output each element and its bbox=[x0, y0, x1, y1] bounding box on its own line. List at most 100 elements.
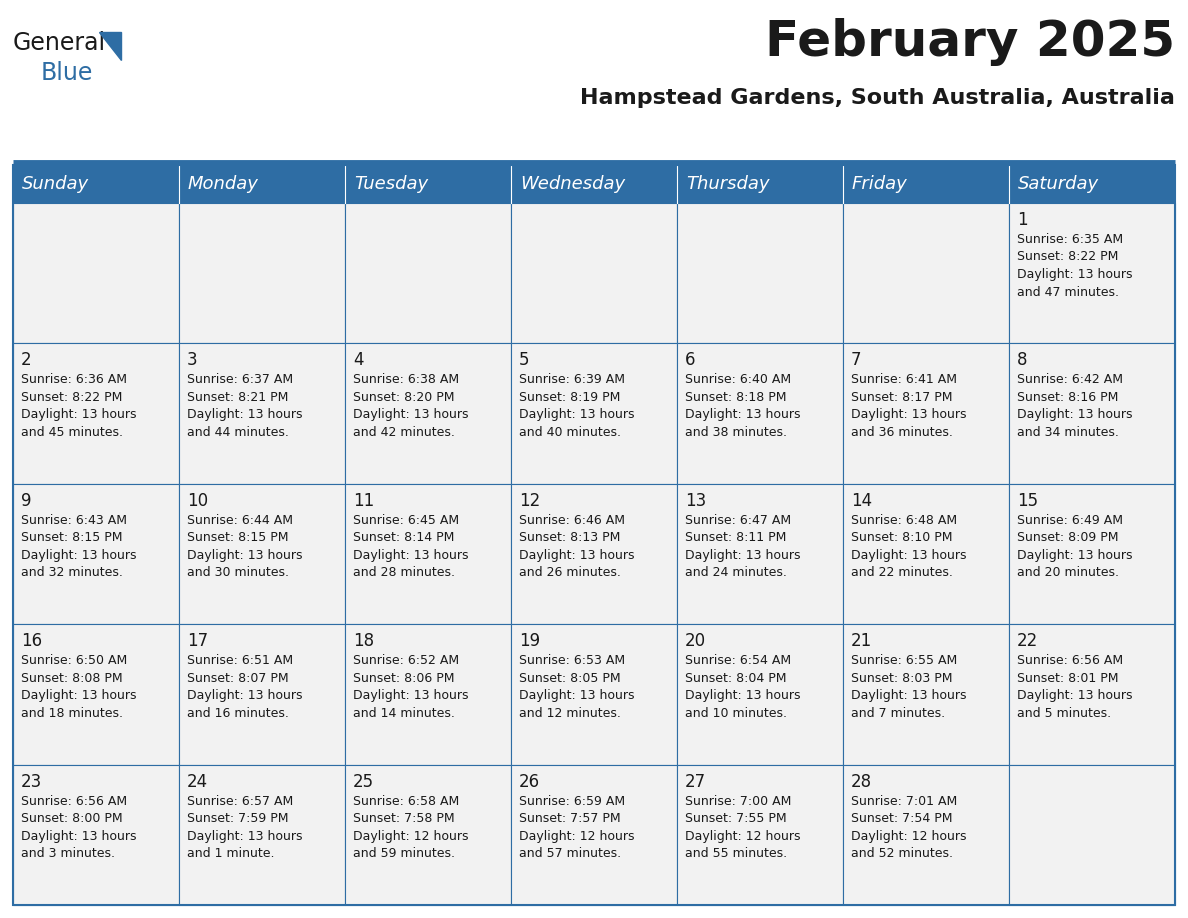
Text: Sunrise: 6:37 AM
Sunset: 8:21 PM
Daylight: 13 hours
and 44 minutes.: Sunrise: 6:37 AM Sunset: 8:21 PM Dayligh… bbox=[187, 374, 303, 439]
Text: Sunrise: 6:52 AM
Sunset: 8:06 PM
Daylight: 13 hours
and 14 minutes.: Sunrise: 6:52 AM Sunset: 8:06 PM Dayligh… bbox=[353, 655, 468, 720]
Bar bbox=[345, 343, 511, 484]
Text: Tuesday: Tuesday bbox=[354, 175, 428, 193]
Bar bbox=[345, 203, 511, 343]
Bar bbox=[345, 624, 511, 765]
Text: Sunrise: 6:50 AM
Sunset: 8:08 PM
Daylight: 13 hours
and 18 minutes.: Sunrise: 6:50 AM Sunset: 8:08 PM Dayligh… bbox=[21, 655, 137, 720]
Bar bbox=[843, 484, 1009, 624]
Bar bbox=[13, 165, 1175, 905]
Text: Sunrise: 6:43 AM
Sunset: 8:15 PM
Daylight: 13 hours
and 32 minutes.: Sunrise: 6:43 AM Sunset: 8:15 PM Dayligh… bbox=[21, 514, 137, 579]
Text: Wednesday: Wednesday bbox=[520, 175, 625, 193]
Text: Sunrise: 6:56 AM
Sunset: 8:01 PM
Daylight: 13 hours
and 5 minutes.: Sunrise: 6:56 AM Sunset: 8:01 PM Dayligh… bbox=[1017, 655, 1132, 720]
Bar bbox=[1009, 484, 1175, 624]
Text: Sunrise: 7:00 AM
Sunset: 7:55 PM
Daylight: 12 hours
and 55 minutes.: Sunrise: 7:00 AM Sunset: 7:55 PM Dayligh… bbox=[685, 795, 801, 860]
Bar bbox=[677, 624, 843, 765]
Text: 27: 27 bbox=[685, 773, 706, 790]
Text: 4: 4 bbox=[353, 352, 364, 369]
Text: 14: 14 bbox=[851, 492, 872, 509]
Bar bbox=[1009, 165, 1175, 203]
Text: Sunrise: 6:35 AM
Sunset: 8:22 PM
Daylight: 13 hours
and 47 minutes.: Sunrise: 6:35 AM Sunset: 8:22 PM Dayligh… bbox=[1017, 233, 1132, 298]
Text: Sunrise: 6:46 AM
Sunset: 8:13 PM
Daylight: 13 hours
and 26 minutes.: Sunrise: 6:46 AM Sunset: 8:13 PM Dayligh… bbox=[519, 514, 634, 579]
Text: 26: 26 bbox=[519, 773, 541, 790]
Text: February 2025: February 2025 bbox=[765, 18, 1175, 66]
Bar bbox=[511, 165, 677, 203]
Text: 17: 17 bbox=[187, 633, 208, 650]
Text: Sunrise: 6:40 AM
Sunset: 8:18 PM
Daylight: 13 hours
and 38 minutes.: Sunrise: 6:40 AM Sunset: 8:18 PM Dayligh… bbox=[685, 374, 801, 439]
Bar bbox=[677, 765, 843, 905]
Text: 12: 12 bbox=[519, 492, 541, 509]
Text: Sunrise: 6:39 AM
Sunset: 8:19 PM
Daylight: 13 hours
and 40 minutes.: Sunrise: 6:39 AM Sunset: 8:19 PM Dayligh… bbox=[519, 374, 634, 439]
Text: 7: 7 bbox=[851, 352, 861, 369]
Bar bbox=[1009, 343, 1175, 484]
Text: Sunrise: 6:44 AM
Sunset: 8:15 PM
Daylight: 13 hours
and 30 minutes.: Sunrise: 6:44 AM Sunset: 8:15 PM Dayligh… bbox=[187, 514, 303, 579]
Text: Sunrise: 6:42 AM
Sunset: 8:16 PM
Daylight: 13 hours
and 34 minutes.: Sunrise: 6:42 AM Sunset: 8:16 PM Dayligh… bbox=[1017, 374, 1132, 439]
Text: 18: 18 bbox=[353, 633, 374, 650]
Text: 23: 23 bbox=[21, 773, 43, 790]
Text: Sunrise: 6:38 AM
Sunset: 8:20 PM
Daylight: 13 hours
and 42 minutes.: Sunrise: 6:38 AM Sunset: 8:20 PM Dayligh… bbox=[353, 374, 468, 439]
Text: 19: 19 bbox=[519, 633, 541, 650]
Bar bbox=[179, 624, 345, 765]
Bar bbox=[13, 165, 179, 203]
Bar bbox=[345, 484, 511, 624]
Text: 24: 24 bbox=[187, 773, 208, 790]
Bar bbox=[345, 765, 511, 905]
Text: Sunrise: 6:57 AM
Sunset: 7:59 PM
Daylight: 13 hours
and 1 minute.: Sunrise: 6:57 AM Sunset: 7:59 PM Dayligh… bbox=[187, 795, 303, 860]
Text: Hampstead Gardens, South Australia, Australia: Hampstead Gardens, South Australia, Aust… bbox=[580, 88, 1175, 108]
Text: 13: 13 bbox=[685, 492, 706, 509]
Bar bbox=[511, 203, 677, 343]
Text: 15: 15 bbox=[1017, 492, 1038, 509]
Bar bbox=[677, 484, 843, 624]
Text: 6: 6 bbox=[685, 352, 695, 369]
Bar bbox=[843, 203, 1009, 343]
Text: Sunrise: 6:59 AM
Sunset: 7:57 PM
Daylight: 12 hours
and 57 minutes.: Sunrise: 6:59 AM Sunset: 7:57 PM Dayligh… bbox=[519, 795, 634, 860]
Text: Sunday: Sunday bbox=[23, 175, 89, 193]
Bar bbox=[179, 203, 345, 343]
Bar bbox=[1009, 203, 1175, 343]
Text: 8: 8 bbox=[1017, 352, 1028, 369]
Bar bbox=[677, 165, 843, 203]
Bar bbox=[1009, 765, 1175, 905]
Bar bbox=[511, 765, 677, 905]
Text: Sunrise: 6:51 AM
Sunset: 8:07 PM
Daylight: 13 hours
and 16 minutes.: Sunrise: 6:51 AM Sunset: 8:07 PM Dayligh… bbox=[187, 655, 303, 720]
Bar bbox=[13, 624, 179, 765]
Bar bbox=[843, 624, 1009, 765]
Text: 9: 9 bbox=[21, 492, 32, 509]
Text: 10: 10 bbox=[187, 492, 208, 509]
Text: Sunrise: 6:47 AM
Sunset: 8:11 PM
Daylight: 13 hours
and 24 minutes.: Sunrise: 6:47 AM Sunset: 8:11 PM Dayligh… bbox=[685, 514, 801, 579]
Text: Sunrise: 6:58 AM
Sunset: 7:58 PM
Daylight: 12 hours
and 59 minutes.: Sunrise: 6:58 AM Sunset: 7:58 PM Dayligh… bbox=[353, 795, 468, 860]
Text: 21: 21 bbox=[851, 633, 872, 650]
Bar bbox=[179, 343, 345, 484]
Text: Blue: Blue bbox=[42, 61, 94, 85]
Bar bbox=[511, 343, 677, 484]
Text: Sunrise: 7:01 AM
Sunset: 7:54 PM
Daylight: 12 hours
and 52 minutes.: Sunrise: 7:01 AM Sunset: 7:54 PM Dayligh… bbox=[851, 795, 967, 860]
Bar bbox=[179, 484, 345, 624]
Text: 1: 1 bbox=[1017, 211, 1028, 229]
Bar bbox=[345, 165, 511, 203]
Bar bbox=[13, 765, 179, 905]
Text: 3: 3 bbox=[187, 352, 197, 369]
Text: Sunrise: 6:48 AM
Sunset: 8:10 PM
Daylight: 13 hours
and 22 minutes.: Sunrise: 6:48 AM Sunset: 8:10 PM Dayligh… bbox=[851, 514, 967, 579]
Bar bbox=[677, 203, 843, 343]
Bar bbox=[13, 343, 179, 484]
Bar bbox=[843, 765, 1009, 905]
Text: Sunrise: 6:56 AM
Sunset: 8:00 PM
Daylight: 13 hours
and 3 minutes.: Sunrise: 6:56 AM Sunset: 8:00 PM Dayligh… bbox=[21, 795, 137, 860]
Text: Sunrise: 6:41 AM
Sunset: 8:17 PM
Daylight: 13 hours
and 36 minutes.: Sunrise: 6:41 AM Sunset: 8:17 PM Dayligh… bbox=[851, 374, 967, 439]
Text: Saturday: Saturday bbox=[1018, 175, 1099, 193]
Bar bbox=[13, 484, 179, 624]
Text: 28: 28 bbox=[851, 773, 872, 790]
Bar bbox=[1009, 624, 1175, 765]
Text: 22: 22 bbox=[1017, 633, 1038, 650]
Bar bbox=[179, 765, 345, 905]
Text: Monday: Monday bbox=[188, 175, 259, 193]
Text: Sunrise: 6:49 AM
Sunset: 8:09 PM
Daylight: 13 hours
and 20 minutes.: Sunrise: 6:49 AM Sunset: 8:09 PM Dayligh… bbox=[1017, 514, 1132, 579]
Text: 25: 25 bbox=[353, 773, 374, 790]
Text: 16: 16 bbox=[21, 633, 42, 650]
Text: Thursday: Thursday bbox=[685, 175, 770, 193]
Bar bbox=[179, 165, 345, 203]
Text: 5: 5 bbox=[519, 352, 530, 369]
Bar bbox=[511, 484, 677, 624]
Text: Sunrise: 6:45 AM
Sunset: 8:14 PM
Daylight: 13 hours
and 28 minutes.: Sunrise: 6:45 AM Sunset: 8:14 PM Dayligh… bbox=[353, 514, 468, 579]
Bar bbox=[677, 343, 843, 484]
Bar bbox=[843, 343, 1009, 484]
Text: 20: 20 bbox=[685, 633, 706, 650]
Bar bbox=[511, 624, 677, 765]
